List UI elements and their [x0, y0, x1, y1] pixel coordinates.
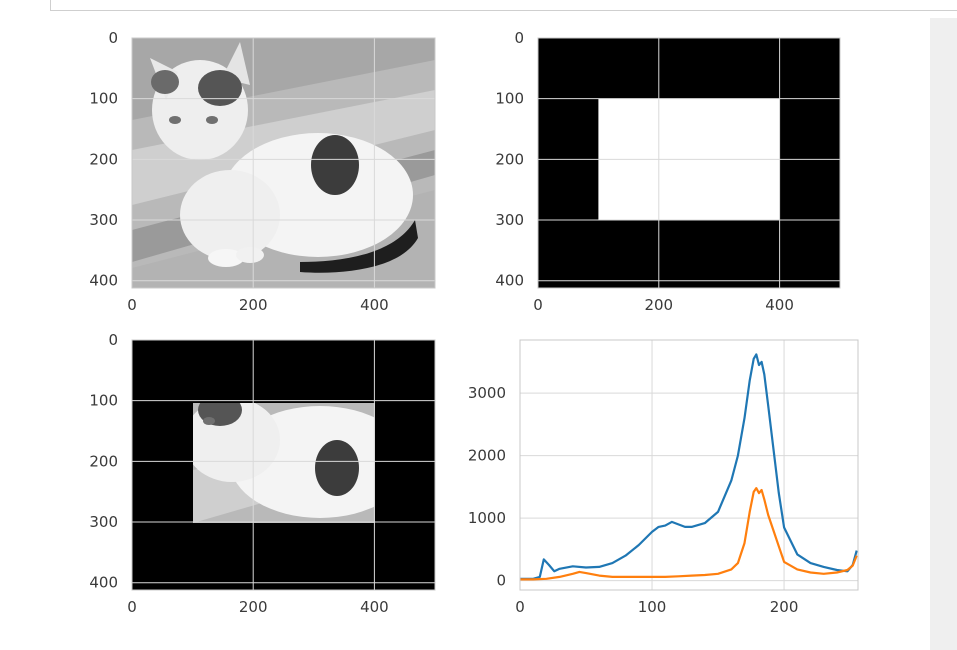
y-tick-label: 300	[495, 211, 524, 229]
image-frame	[537, 37, 841, 289]
masked-photo-image	[193, 403, 375, 523]
x-tick-label: 100	[638, 598, 667, 616]
x-tick-label: 0	[127, 296, 137, 314]
y-tick-label: 0	[514, 29, 524, 47]
x-tick-label: 400	[765, 296, 794, 314]
y-tick-label: 3000	[468, 384, 506, 402]
y-tick-label: 100	[89, 90, 118, 108]
x-tick-label: 400	[360, 598, 389, 616]
y-tick-label: 300	[89, 513, 118, 531]
panel-histogram	[519, 339, 859, 591]
y-tick-label: 0	[108, 29, 118, 47]
histogram-series-1	[520, 353, 858, 580]
image-frame	[131, 339, 436, 591]
histogram-series-2	[520, 487, 858, 581]
panel-kitten-photo	[132, 38, 435, 288]
y-tick-label: 400	[89, 574, 118, 592]
x-tick-label: 200	[644, 296, 673, 314]
kitten-photo-image	[132, 38, 435, 288]
image-frame	[131, 37, 436, 289]
x-tick-label: 0	[533, 296, 543, 314]
panel-mask	[538, 38, 840, 288]
histogram-grid	[520, 340, 858, 590]
x-tick-label: 200	[239, 296, 268, 314]
y-tick-label: 2000	[468, 447, 506, 465]
x-tick-label: 0	[127, 598, 137, 616]
x-tick-label: 400	[360, 296, 389, 314]
y-tick-label: 400	[495, 272, 524, 290]
x-tick-label: 200	[770, 598, 799, 616]
y-tick-label: 100	[495, 90, 524, 108]
histogram-lines	[520, 353, 858, 581]
x-tick-label: 200	[239, 598, 268, 616]
histogram-background	[520, 340, 858, 590]
y-tick-label: 200	[89, 452, 118, 470]
y-tick-label: 200	[495, 150, 524, 168]
y-tick-label: 200	[89, 150, 118, 168]
notebook-cell-border	[50, 0, 957, 11]
y-tick-label: 400	[89, 272, 118, 290]
y-tick-label: 0	[108, 331, 118, 349]
x-tick-label: 0	[515, 598, 525, 616]
y-tick-label: 1000	[468, 509, 506, 527]
y-tick-label: 0	[496, 572, 506, 590]
image-gridlines	[131, 37, 841, 591]
histogram-frame	[519, 339, 859, 591]
panel-masked-photo	[132, 340, 435, 590]
tick-labels: 0 200 400 0 100 200 300 400 0 200 400 0 100 200 300 400…	[89, 29, 798, 616]
y-tick-label: 300	[89, 211, 118, 229]
y-tick-label: 100	[89, 392, 118, 410]
scrollbar-gutter[interactable]	[930, 18, 957, 650]
